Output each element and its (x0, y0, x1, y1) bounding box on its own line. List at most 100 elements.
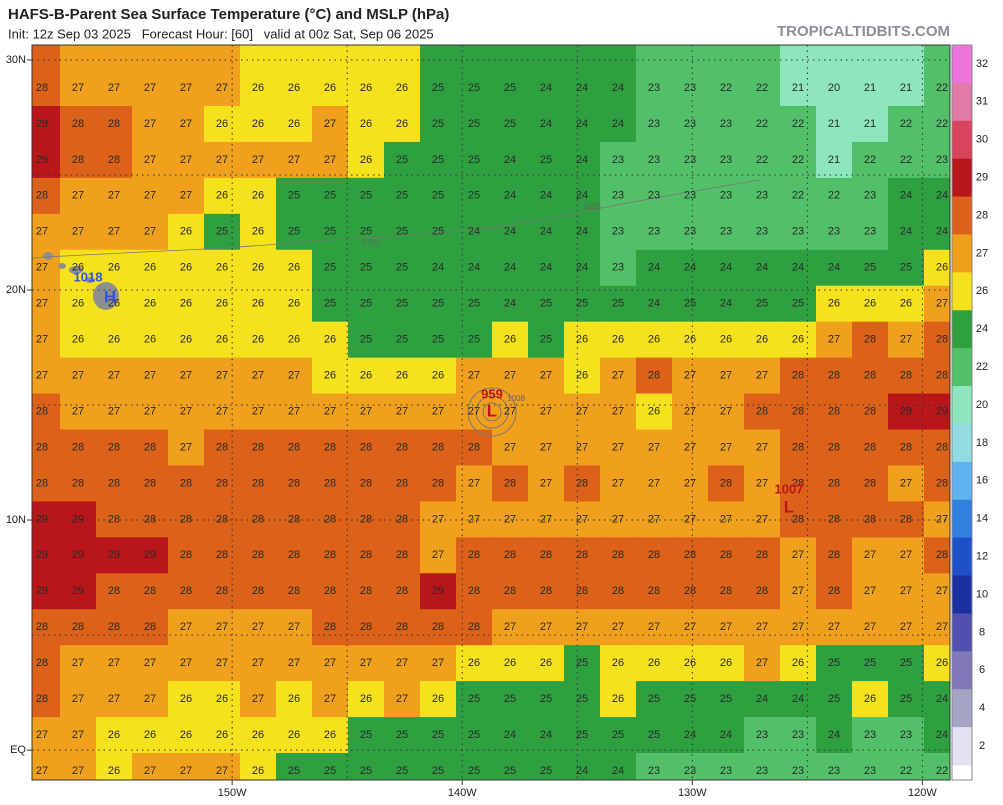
sst-value: 28 (180, 477, 192, 489)
sst-cell (672, 357, 709, 395)
sst-cell (420, 537, 457, 574)
sst-value: 27 (468, 513, 480, 525)
sst-value: 28 (756, 405, 768, 417)
sst-cell (204, 321, 241, 359)
sst-value: 26 (72, 298, 84, 310)
sst-value: 25 (396, 226, 408, 238)
sst-cell (420, 609, 457, 646)
sst-cell (672, 393, 709, 431)
sst-value: 27 (756, 441, 768, 453)
sst-cell (852, 573, 889, 610)
sst-value: 27 (576, 621, 588, 633)
sst-cell (132, 105, 169, 143)
sst-value: 28 (396, 585, 408, 597)
isobar (32, 179, 761, 259)
sst-value: 26 (288, 729, 300, 741)
sst-value: 28 (936, 441, 948, 453)
sst-value: 27 (216, 82, 228, 94)
sst-cell (276, 681, 313, 718)
sst-value: 27 (72, 190, 84, 202)
sst-cell (132, 357, 169, 395)
sst-value: 27 (900, 621, 912, 633)
sst-value: 26 (612, 657, 624, 669)
sst-value: 23 (684, 226, 696, 238)
sst-value: 27 (540, 405, 552, 417)
sst-value: 25 (288, 765, 300, 777)
island (58, 263, 66, 269)
sst-value: 28 (324, 477, 336, 489)
sst-cell (420, 465, 457, 502)
sst-cell (672, 465, 709, 502)
sst-value: 26 (936, 262, 948, 274)
sst-value: 22 (756, 82, 768, 94)
sst-value: 28 (576, 477, 588, 489)
sst-cell (636, 45, 673, 107)
sst-value: 27 (36, 298, 48, 310)
sst-cell (168, 429, 205, 467)
sst-value: 28 (864, 405, 876, 417)
sst-value: 28 (288, 549, 300, 561)
sst-cell (96, 717, 133, 754)
sst-value: 24 (720, 298, 732, 310)
sst-value: 28 (864, 477, 876, 489)
sst-cell (96, 45, 133, 107)
sst-cell (240, 285, 277, 323)
sst-value: 28 (360, 477, 372, 489)
sst-value: 23 (720, 154, 732, 166)
sst-cell (348, 753, 385, 780)
sst-cell (852, 141, 889, 179)
sst-value: 25 (396, 334, 408, 346)
sst-value: 28 (72, 621, 84, 633)
sst-cell (60, 753, 97, 780)
sst-cell (60, 45, 97, 107)
sst-value: 25 (648, 693, 660, 705)
sst-cell (636, 753, 673, 780)
sst-value: 28 (576, 549, 588, 561)
sst-value: 27 (936, 585, 948, 597)
sst-cell (744, 429, 781, 467)
sst-value: 25 (324, 298, 336, 310)
sst-value: 28 (900, 441, 912, 453)
sst-value: 28 (684, 549, 696, 561)
sst-cell (492, 249, 529, 287)
sst-value: 23 (900, 729, 912, 741)
sst-cell (636, 213, 673, 251)
sst-value: 28 (828, 585, 840, 597)
sst-cell (564, 249, 601, 287)
sst-cell (132, 681, 169, 718)
sst-cell (924, 141, 950, 179)
sst-value: 27 (504, 621, 516, 633)
sst-cell (420, 753, 457, 780)
sst-value: 26 (720, 657, 732, 669)
sst-cell (528, 141, 565, 179)
sst-value: 27 (720, 621, 732, 633)
sst-value: 28 (324, 513, 336, 525)
sst-cell (708, 141, 745, 179)
sst-value: 28 (720, 549, 732, 561)
sst-value: 27 (576, 405, 588, 417)
sst-value: 28 (396, 477, 408, 489)
sst-cell (708, 357, 745, 395)
sst-cell (564, 321, 601, 359)
sst-cell (852, 321, 889, 359)
sst-value: 25 (792, 298, 804, 310)
sst-cell (780, 285, 817, 323)
sst-value: 26 (288, 82, 300, 94)
sst-value: 27 (72, 657, 84, 669)
sst-cell (528, 285, 565, 323)
sst-cell (276, 393, 313, 431)
sst-value: 26 (216, 693, 228, 705)
sst-value: 25 (360, 262, 372, 274)
sst-cell (780, 609, 817, 646)
sst-value: 27 (360, 657, 372, 669)
sst-value: 27 (108, 693, 120, 705)
sst-cell (528, 321, 565, 359)
sst-cell (420, 393, 457, 431)
colorbar-label: 26 (976, 285, 988, 297)
sst-value: 24 (936, 729, 948, 741)
sst-cell (384, 357, 421, 395)
sst-cell (672, 321, 709, 359)
sst-value: 28 (792, 405, 804, 417)
sst-value: 28 (828, 513, 840, 525)
colorbar-label: 31 (976, 96, 988, 108)
